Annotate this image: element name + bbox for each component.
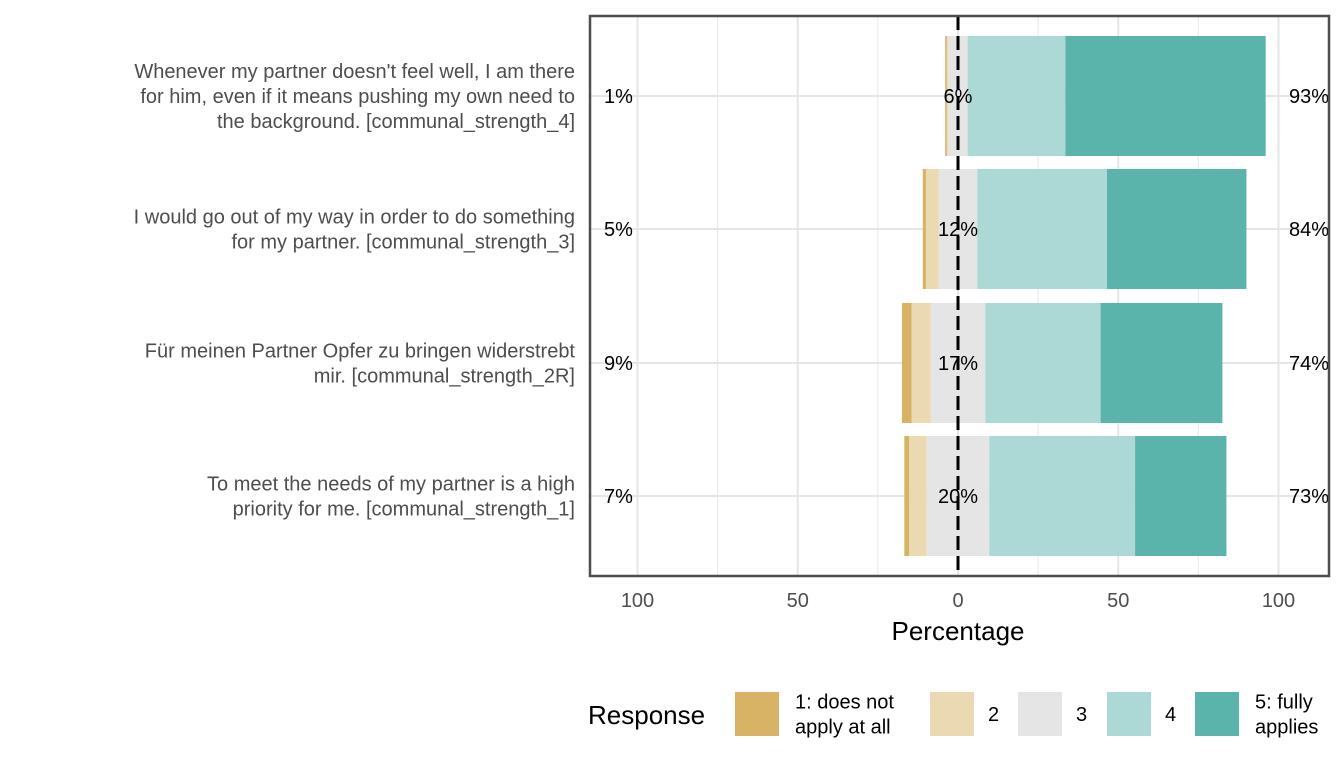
bar-segment-2 xyxy=(911,303,931,423)
x-tick-label: 100 xyxy=(621,590,654,612)
category-labels: Whenever my partner doesn't feel well, I… xyxy=(134,61,576,521)
bar-segment-2 xyxy=(909,436,927,556)
plot-border xyxy=(588,14,1331,578)
right-percent-label: 84% xyxy=(1289,219,1329,241)
x-tick-label: 50 xyxy=(787,590,809,612)
bar-segment-5 xyxy=(1100,303,1223,423)
bar-segment-2 xyxy=(946,36,949,156)
center-percent-label: 6% xyxy=(944,86,973,108)
right-percent-label: 74% xyxy=(1289,353,1329,375)
legend-swatch xyxy=(1195,692,1239,736)
left-percent-label: 9% xyxy=(604,353,633,375)
legend-label: 1: does not apply at all xyxy=(795,692,894,739)
legend: 1: does not apply at all 2 3 4 5: fully applie… xyxy=(735,692,1318,739)
bar-segment-4 xyxy=(985,303,1101,423)
legend-swatch xyxy=(1107,692,1151,736)
legend-title: Response xyxy=(588,700,705,730)
bar-segment-4 xyxy=(967,36,1066,156)
legend-swatch xyxy=(735,692,779,736)
category-label: Whenever my partner doesn't feel well, I… xyxy=(134,61,575,133)
bar-segment-1 xyxy=(922,169,926,289)
bar-segment-5 xyxy=(1135,436,1227,556)
x-tick-labels: 100 50 0 50 100 xyxy=(621,590,1295,612)
x-axis-title: Percentage xyxy=(892,616,1025,646)
legend-label: 5: fully applies xyxy=(1255,692,1318,739)
bar-segment-1 xyxy=(945,36,947,156)
left-percent-label: 5% xyxy=(604,219,633,241)
left-percent-label: 1% xyxy=(604,86,633,108)
center-percent-label: 17% xyxy=(938,353,978,375)
bar-segment-5 xyxy=(1107,169,1247,289)
bars-layer xyxy=(901,36,1266,556)
right-percent-label: 93% xyxy=(1289,86,1329,108)
center-percent-label: 12% xyxy=(938,219,978,241)
bar-segment-2 xyxy=(925,169,939,289)
bar-segment-4 xyxy=(989,436,1136,556)
legend-swatch xyxy=(930,692,974,736)
category-label: To meet the needs of my partner is a hig… xyxy=(207,474,575,521)
bar-segment-5 xyxy=(1065,36,1266,156)
center-percent-label: 20% xyxy=(938,486,978,508)
legend-label: 3 xyxy=(1076,704,1087,726)
x-tick-label: 0 xyxy=(952,590,963,612)
percent-labels: 1% 6% 93% 5% 12% 84% 9% 17% 74% 7% 20% 73% xyxy=(604,86,1329,508)
category-label: Für meinen Partner Opfer zu bringen wide… xyxy=(145,341,576,388)
x-tick-label: 50 xyxy=(1107,590,1129,612)
x-tick-label: 100 xyxy=(1262,590,1295,612)
bar-segment-1 xyxy=(901,303,912,423)
legend-label: 4 xyxy=(1165,704,1176,726)
bar-segment-4 xyxy=(977,169,1108,289)
right-percent-label: 73% xyxy=(1289,486,1329,508)
legend-swatch xyxy=(1018,692,1062,736)
legend-label: 2 xyxy=(988,704,999,726)
left-percent-label: 7% xyxy=(604,486,633,508)
category-label: I would go out of my way in order to do … xyxy=(134,207,575,254)
bar-segment-1 xyxy=(904,436,910,556)
